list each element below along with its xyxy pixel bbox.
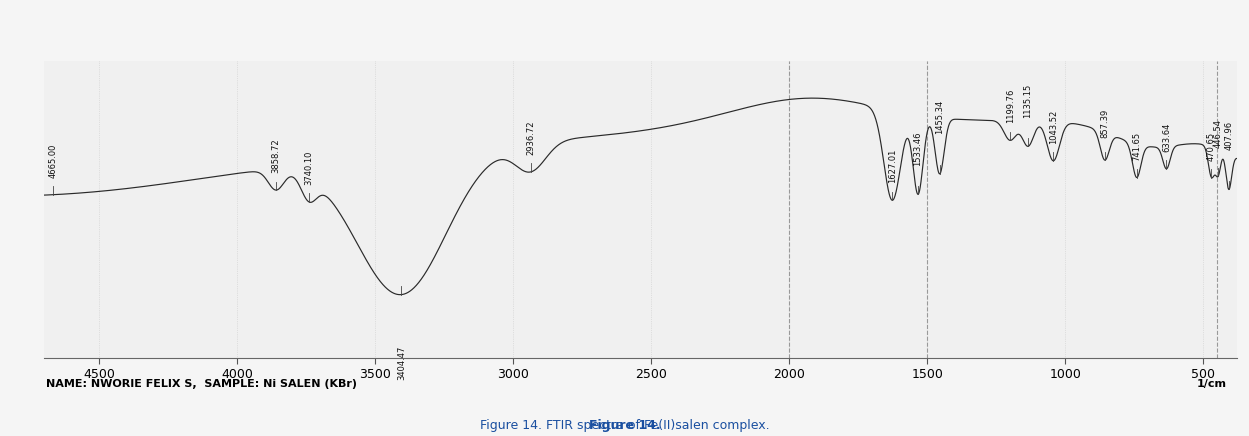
Text: 1533.46: 1533.46 — [913, 132, 923, 166]
Text: 3740.10: 3740.10 — [305, 150, 313, 185]
Text: 470.65: 470.65 — [1207, 132, 1217, 160]
Text: 741.65: 741.65 — [1132, 132, 1142, 160]
Text: 857.39: 857.39 — [1100, 108, 1109, 137]
Text: 1/cm: 1/cm — [1197, 379, 1227, 389]
Text: 3404.47: 3404.47 — [397, 345, 406, 380]
Text: 633.64: 633.64 — [1162, 123, 1172, 152]
Text: 1627.01: 1627.01 — [888, 149, 897, 183]
Text: 3858.72: 3858.72 — [271, 139, 281, 173]
Text: 1455.34: 1455.34 — [936, 100, 944, 134]
Text: NAME: NWORIE FELIX S,  SAMPLE: Ni SALEN (KBr): NAME: NWORIE FELIX S, SAMPLE: Ni SALEN (… — [46, 379, 357, 389]
Text: 407.96: 407.96 — [1224, 121, 1233, 150]
Text: Figure 14.: Figure 14. — [588, 419, 661, 432]
Text: 4665.00: 4665.00 — [49, 143, 57, 178]
Text: 446.54: 446.54 — [1214, 119, 1223, 148]
Text: 1199.76: 1199.76 — [1005, 89, 1014, 123]
Text: 1135.15: 1135.15 — [1023, 84, 1033, 118]
Text: Figure 14. FTIR spectra of Fe(II)salen complex.: Figure 14. FTIR spectra of Fe(II)salen c… — [480, 419, 769, 432]
Text: 2936.72: 2936.72 — [526, 120, 535, 155]
Text: 1043.52: 1043.52 — [1049, 109, 1058, 144]
